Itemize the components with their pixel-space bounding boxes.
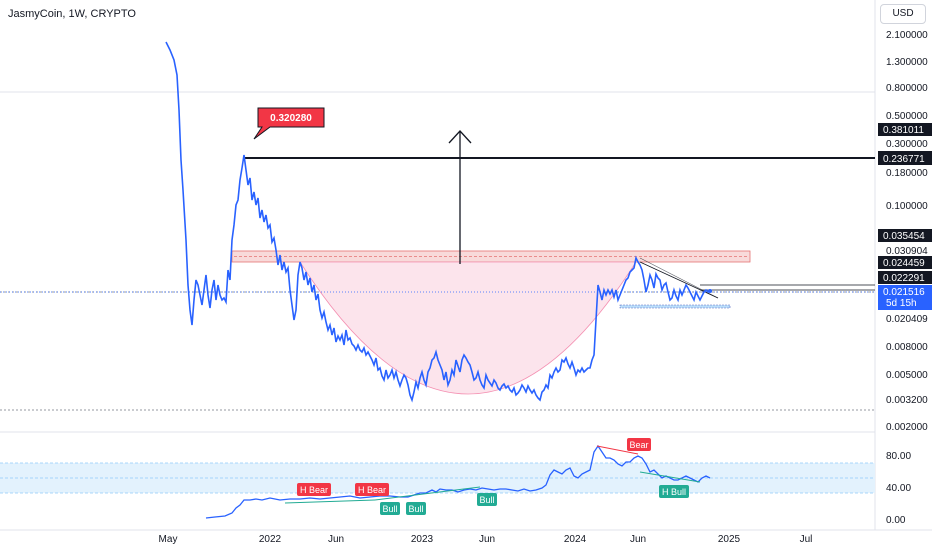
x-tick-label: 2023 [411, 534, 434, 545]
svg-text:0.022291: 0.022291 [883, 273, 925, 284]
x-tick-label: 2025 [718, 534, 741, 545]
svg-text:0.024459: 0.024459 [883, 258, 925, 269]
x-tick-label: 2022 [259, 534, 282, 545]
chart-title: JasmyCoin, 1W, CRYPTO [8, 8, 136, 20]
price-tag: 0.022291 [878, 271, 932, 284]
x-tick-label: Jun [479, 534, 495, 545]
rsi-series-line[interactable] [205, 444, 711, 519]
signal-label: Bull [380, 502, 400, 515]
svg-text:H Bear: H Bear [358, 485, 386, 495]
price-tag: 0.236771 [878, 151, 932, 165]
price-tag: 0.381011 [878, 123, 932, 136]
x-tick-label: 2024 [564, 534, 587, 545]
y-tick-label: 2.100000 [886, 30, 928, 41]
y-tick-label: 0.030904 [886, 246, 928, 257]
bar-countdown: 5d 15h [878, 298, 932, 310]
y-tick-label: 0.005000 [886, 370, 928, 381]
rsi-signals: H Bear H Bear Bull Bull Bull Bear [297, 438, 689, 515]
currency-selector[interactable]: USD [880, 4, 926, 24]
x-tick-label: Jul [800, 534, 813, 545]
signal-label: Bull [406, 502, 426, 515]
rsi-panel[interactable]: H Bear H Bear Bull Bull Bull Bear [0, 438, 875, 519]
price-tag: 0.024459 [878, 256, 932, 269]
y-axis[interactable]: 2.100000 1.300000 0.800000 0.500000 0.30… [878, 30, 932, 526]
y-tick-label: 0.100000 [886, 201, 928, 212]
x-tick-label: Jun [328, 534, 344, 545]
signal-label: H Bull [659, 485, 689, 498]
price-callout[interactable]: 0.320280 [253, 107, 325, 140]
rsi-tick-label: 0.00 [886, 515, 906, 526]
y-tick-label: 0.020409 [886, 314, 928, 325]
svg-text:0.381011: 0.381011 [883, 125, 924, 136]
svg-text:H Bear: H Bear [300, 485, 328, 495]
rsi-divergences [284, 445, 701, 504]
y-tick-label: 0.500000 [886, 111, 928, 122]
svg-text:0.236771: 0.236771 [883, 154, 925, 165]
svg-text:Bull: Bull [408, 504, 423, 514]
svg-text:0.021516: 0.021516 [883, 287, 925, 298]
x-tick-label: May [159, 534, 178, 545]
signal-label: H Bear [297, 483, 331, 496]
rsi-tick-label: 40.00 [886, 483, 911, 494]
y-tick-label: 0.008000 [886, 342, 928, 353]
svg-text:Bull: Bull [479, 495, 494, 505]
target-arrow[interactable] [448, 130, 472, 264]
svg-text:Bull: Bull [382, 504, 397, 514]
cup-pattern[interactable] [299, 261, 637, 395]
svg-text:H Bull: H Bull [662, 487, 686, 497]
handle-pattern[interactable] [619, 257, 875, 309]
x-axis[interactable]: May 2022 Jun 2023 Jun 2024 Jun 2025 Jul [0, 529, 932, 545]
x-tick-label: Jun [630, 534, 646, 545]
rsi-tick-label: 80.00 [886, 451, 911, 462]
signal-label: Bull [477, 493, 497, 506]
price-tag: 0.035454 [878, 229, 932, 242]
callout-text: 0.320280 [270, 113, 312, 124]
y-tick-label: 0.300000 [886, 139, 928, 150]
price-series-line[interactable] [165, 41, 711, 403]
signal-label: Bear [627, 438, 651, 451]
y-tick-label: 0.800000 [886, 83, 928, 94]
y-tick-label: 0.180000 [886, 168, 928, 179]
y-tick-label: 1.300000 [886, 57, 928, 68]
price-tag: 0.021516 [878, 285, 932, 298]
y-tick-label: 0.002000 [886, 422, 928, 433]
svg-text:Bear: Bear [629, 440, 648, 450]
svg-text:0.035454: 0.035454 [883, 231, 925, 242]
y-tick-label: 0.003200 [886, 395, 928, 406]
signal-label: H Bear [355, 483, 389, 496]
